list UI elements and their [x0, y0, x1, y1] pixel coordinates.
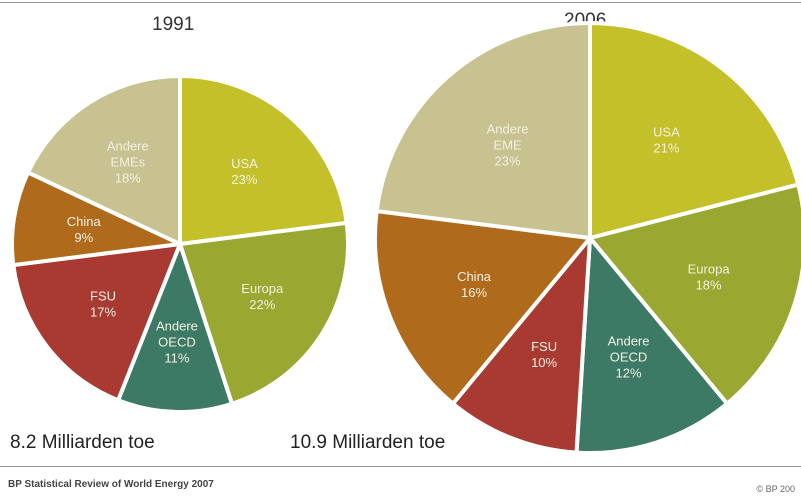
pie-1991-label-fsu-value: 17%: [90, 305, 116, 320]
pie-2006-slice-usa: [588, 21, 801, 240]
pie-1991-label-andere-emes-value: 18%: [115, 171, 141, 186]
pie-2006-label-andere-oecd-name: OECD: [610, 350, 648, 365]
pie-1991-label-europa-value: 22%: [249, 297, 275, 312]
pie-2006-slice-europa: [588, 182, 801, 406]
chart-title-1991: 1991: [152, 14, 195, 35]
pie-2006-label-andere-oecd-name: Andere: [608, 334, 650, 349]
pie-1991-label-andere-oecd-name: OECD: [158, 334, 196, 349]
pie-1991-slice-europa: [178, 220, 350, 406]
pie-2006-label-china-value: 16%: [461, 285, 487, 300]
pie-2006-slice-china: [373, 209, 592, 406]
pie-1991-label-china-name: China: [67, 214, 102, 229]
pie-2006-label-europa-name: Europa: [688, 262, 731, 277]
pie-1991-label-andere-oecd-name: Andere: [156, 318, 198, 333]
pie-1991-label-andere-oecd-value: 11%: [164, 350, 189, 365]
pie-2006-label-fsu-name: FSU: [531, 339, 557, 354]
pie-2006-label-usa-value: 21%: [653, 140, 679, 155]
pie-1991-slice-andere-oecd: [116, 242, 234, 414]
pie-2006-label-fsu-value: 10%: [531, 355, 557, 370]
pie-2006-label-andere-eme-value: 23%: [495, 153, 521, 168]
pie-1991-label-china-value: 9%: [74, 230, 93, 245]
pie-2006-label-europa-value: 18%: [696, 278, 722, 293]
pie-1991-label-usa-name: USA: [231, 156, 258, 171]
bottom-rule: [0, 466, 801, 467]
pie-1991-slice-andere-emes: [25, 74, 182, 246]
pie-2006-label-andere-eme-name: Andere: [487, 121, 529, 136]
source-note: BP Statistical Review of World Energy 20…: [8, 479, 214, 490]
pie-1991-label-andere-emes-name: Andere: [107, 139, 149, 154]
total-1991: 8.2 Milliarden toe: [10, 432, 155, 453]
pie-1991-slice-fsu: [11, 242, 182, 403]
pie-1991-label-andere-emes-name: EMEs: [110, 155, 145, 170]
top-rule: [0, 2, 801, 3]
pie-1991-label-fsu-name: FSU: [90, 289, 116, 304]
pie-1991-label-europa-name: Europa: [241, 281, 284, 296]
pie-2006-label-china-name: China: [457, 269, 492, 284]
pie-1991-label-usa-value: 23%: [231, 172, 257, 187]
pie-2006-slice-fsu: [450, 236, 592, 455]
pie-2006-slice-andere-eme: [374, 21, 592, 240]
total-2006: 10.9 Milliarden toe: [290, 432, 446, 453]
pie-2006-label-andere-eme-name: EME: [493, 137, 522, 152]
pie-2006-slice-andere-oecd: [574, 236, 730, 455]
pie-2006-label-usa-name: USA: [653, 124, 680, 139]
copyright-note: © BP 200: [756, 484, 796, 494]
pie-2006-label-andere-oecd-value: 12%: [616, 366, 642, 381]
pie-1991-slice-usa: [178, 74, 349, 246]
